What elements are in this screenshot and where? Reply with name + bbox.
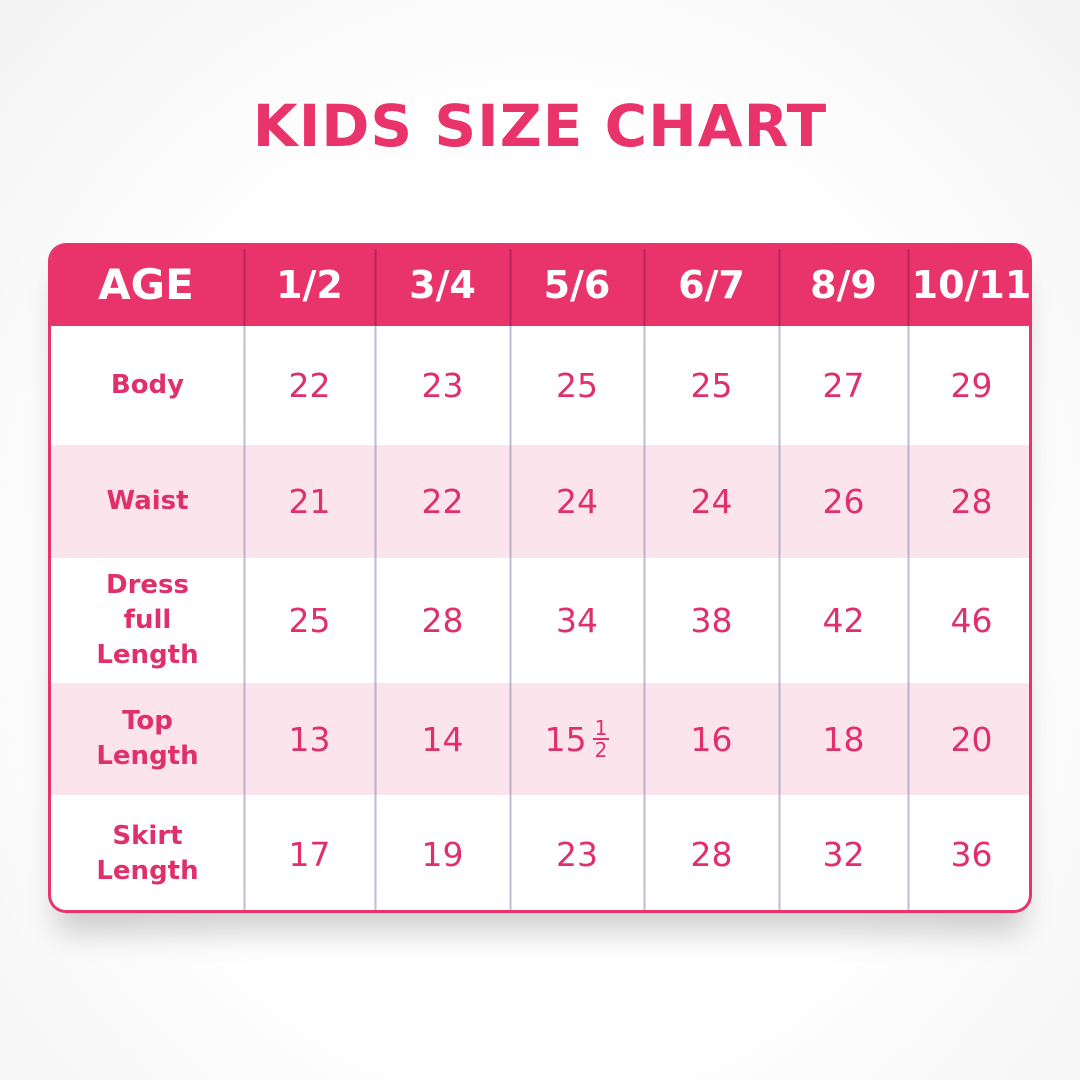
table-cell: 32 [822, 834, 865, 874]
table-cell: 38 [690, 601, 733, 640]
column-divider [243, 326, 246, 910]
column-divider [643, 249, 646, 326]
column-divider [907, 249, 910, 326]
row-label: Body [110, 370, 185, 400]
column-divider [907, 326, 910, 910]
table-cell: 23 [421, 366, 464, 405]
size-table: AGE 1/2 3/4 5/6 6/7 8/9 10/11 Body 22 23 25 25 27 29 W… [48, 243, 1032, 913]
header-age: AGE [51, 243, 244, 326]
row-label: Dress full Length [96, 570, 199, 670]
table-cell: 18 [779, 683, 908, 795]
row-label: Top Length [51, 683, 244, 795]
cell-whole: 15 [544, 719, 587, 759]
table-cell: 22 [288, 366, 331, 405]
table-cell: 15 1 2 [510, 683, 644, 795]
table-cell: 28 [908, 445, 1029, 558]
column-divider [374, 249, 377, 326]
table-cell: 16 [644, 683, 779, 795]
header-age-10-11: 10/11 [908, 243, 1029, 326]
table-cell: 26 [779, 445, 908, 558]
table-cell: 24 [510, 445, 644, 558]
table-cell: 19 [421, 834, 464, 874]
table-cell: 28 [421, 601, 464, 640]
table-cell: 23 [556, 834, 598, 874]
row-label: Waist [51, 445, 244, 558]
table-cell: 24 [644, 445, 779, 558]
table-cell: 20 [908, 683, 1029, 795]
column-divider [643, 326, 646, 910]
column-divider [778, 249, 781, 326]
header-age-8-9: 8/9 [779, 243, 908, 326]
table-cell: 17 [288, 834, 331, 874]
table-cell: 13 [244, 683, 375, 795]
table-cell: 25 [690, 366, 733, 405]
table-cell: 25 [288, 601, 331, 640]
column-divider [243, 249, 246, 326]
column-divider [509, 249, 512, 326]
column-divider [778, 326, 781, 910]
table-cell: 22 [375, 445, 510, 558]
table-cell: 14 [375, 683, 510, 795]
table-cell: 29 [950, 366, 993, 405]
column-divider [374, 326, 377, 910]
table-cell: 46 [950, 601, 993, 640]
header-age-5-6: 5/6 [510, 243, 644, 326]
table-cell: 27 [822, 366, 865, 405]
table-cell: 34 [556, 601, 598, 640]
table-cell: 25 [556, 366, 598, 405]
header-age-1-2: 1/2 [244, 243, 375, 326]
table-cell: 36 [950, 834, 993, 874]
table-cell: 42 [822, 601, 865, 640]
table-cell: 21 [244, 445, 375, 558]
header-age-6-7: 6/7 [644, 243, 779, 326]
table-cell: 28 [690, 834, 733, 874]
column-divider [509, 326, 512, 910]
page-title: KIDS SIZE CHART [252, 92, 828, 160]
header-age-3-4: 3/4 [375, 243, 510, 326]
row-label: Skirt Length [96, 821, 199, 886]
